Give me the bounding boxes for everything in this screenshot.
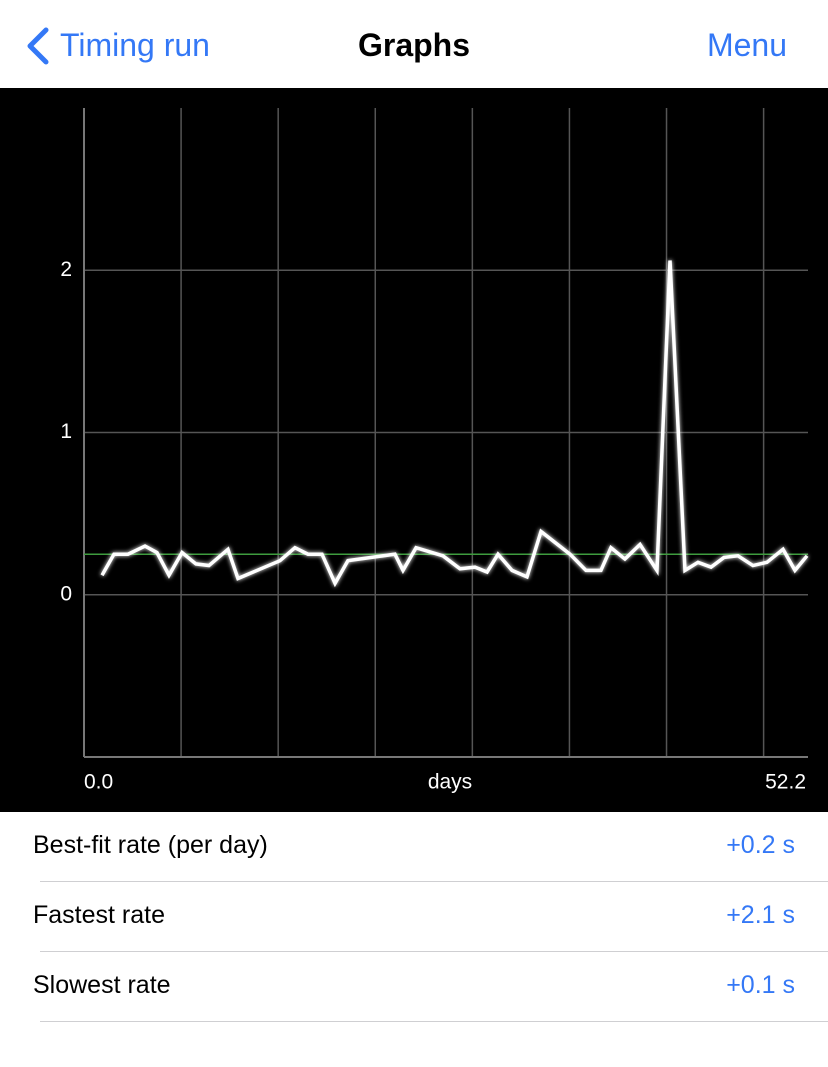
stat-value: +0.1 s [726, 971, 795, 999]
stat-value: +0.2 s [726, 831, 795, 859]
row-separator [40, 881, 828, 882]
nav-title: Graphs [357, 27, 471, 63]
row-separator [40, 951, 828, 952]
stat-label: Best-fit rate (per day) [33, 831, 268, 859]
stat-row: Best-fit rate (per day) +0.2 s [0, 812, 828, 882]
row-separator [40, 1021, 828, 1022]
y-tick-label: 1 [60, 420, 72, 443]
back-chevron[interactable] [24, 26, 52, 66]
x-axis-label: days [428, 771, 472, 794]
nav-bar: Timing run Graphs Menu [0, 0, 828, 88]
chart: 0 1 2 0.0 52.2 days [0, 88, 828, 812]
y-tick-label: 0 [60, 582, 72, 605]
stat-label: Slowest rate [33, 971, 171, 999]
back-button[interactable]: Timing run [60, 27, 210, 63]
stat-row: Fastest rate +2.1 s [0, 882, 828, 952]
stat-row: Slowest rate +0.1 s [0, 952, 828, 1022]
x-tick-label: 0.0 [84, 771, 113, 794]
x-tick-label: 52.2 [765, 771, 806, 794]
data-line [100, 260, 809, 588]
y-tick-label: 2 [60, 258, 72, 281]
chart-background [0, 88, 828, 812]
stat-value: +2.1 s [726, 901, 795, 929]
stat-label: Fastest rate [33, 901, 165, 929]
menu-button[interactable]: Menu [706, 27, 787, 63]
